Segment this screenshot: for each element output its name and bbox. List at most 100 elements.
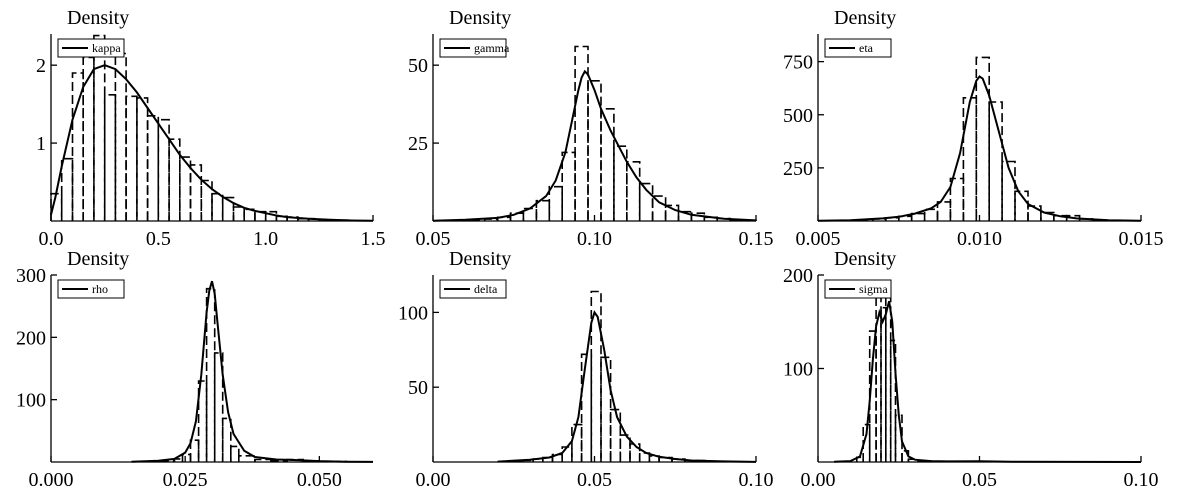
histogram-bar [548, 185, 563, 221]
legend-box [439, 38, 507, 58]
x-tick-label: 0.05 [577, 469, 612, 491]
y-tick-label: 500 [783, 105, 813, 127]
histogram-bar [561, 151, 576, 221]
panel-kappa: 0.0 0.5 1.0 1.5 1 2 Density kappa [36, 7, 386, 250]
density-curve [131, 280, 374, 463]
x-tick-label: 1.5 [361, 228, 386, 250]
histogram-bar [962, 97, 978, 221]
histogram-bar [221, 196, 235, 221]
histogram-bar [136, 97, 149, 221]
x-tick-label: 0.10 [1124, 469, 1159, 491]
y-tick-label: 1 [36, 133, 46, 155]
histogram-bar [82, 56, 95, 221]
legend-label: gamma [474, 41, 510, 55]
x-tick-label: 0.05 [962, 469, 997, 491]
x-tick-label: 0.00 [801, 469, 836, 491]
panel-title: Density [67, 248, 129, 270]
histogram-bar [571, 423, 583, 462]
x-tick-label: 0.5 [146, 228, 171, 250]
histogram-bar [664, 204, 680, 221]
x-tick-label: 0.025 [163, 469, 208, 491]
x-tick-label: 0.10 [739, 469, 774, 491]
density-curve [817, 75, 1142, 222]
y-tick-label: 750 [783, 52, 813, 74]
histogram-bar [157, 118, 170, 221]
legend-box [824, 38, 892, 58]
legend-box [824, 279, 892, 299]
histogram-bar [181, 453, 192, 462]
histogram-bar [60, 157, 74, 221]
y-tick-label: 100 [16, 390, 46, 412]
density-curve [497, 310, 757, 463]
histogram-bar [125, 95, 138, 221]
histogram-bar [600, 356, 612, 462]
x-tick-label: 0.00 [416, 469, 451, 491]
y-tick-label: 200 [783, 265, 813, 287]
histogram-bar [975, 56, 990, 221]
legend-box [57, 279, 125, 299]
y-tick-label: 25 [408, 133, 428, 155]
panel-title: Density [834, 248, 896, 270]
density-curve [50, 64, 374, 222]
panel-rho: 0.000 0.025 0.050 100 200 300 Density rho [16, 248, 374, 491]
histogram-bar [197, 380, 208, 462]
histogram-bar [609, 408, 622, 462]
legend-box [57, 38, 125, 58]
density-curve [432, 69, 757, 222]
histogram-bar [211, 192, 224, 221]
panel-gamma: 0.05 0.10 0.15 25 50 Density gamma [408, 7, 774, 250]
histogram-bar [923, 208, 939, 221]
histogram-bar [205, 287, 216, 462]
panel-title: Density [67, 7, 129, 29]
histogram-bar [221, 417, 232, 462]
y-tick-label: 100 [398, 302, 428, 324]
legend-label: delta [474, 282, 498, 296]
y-tick-label: 2 [36, 55, 46, 77]
histogram-bar [574, 45, 589, 221]
histogram-bar [93, 34, 106, 221]
y-tick-label: 50 [408, 377, 428, 399]
histogram-bar [103, 94, 117, 221]
x-tick-label: 0.0 [39, 228, 64, 250]
y-tick-label: 300 [16, 265, 46, 287]
panel-title: Density [834, 7, 896, 29]
histogram-bar [629, 443, 641, 462]
x-tick-label: 0.10 [577, 228, 612, 250]
histogram-bar [949, 177, 965, 221]
panel-delta: 0.00 0.05 0.10 50 100 Density delta [398, 248, 774, 491]
histogram-bar [213, 352, 224, 462]
histogram-bar [238, 455, 256, 462]
histogram-bar [1027, 205, 1042, 221]
panel-sigma: 0.00 0.05 0.10 100 200 Density sigma [783, 248, 1159, 491]
density-curve [834, 300, 1142, 463]
histogram-bar [561, 446, 573, 462]
histogram-bar [690, 212, 706, 221]
x-tick-label: 1.0 [253, 228, 278, 250]
histogram-bar [189, 439, 200, 462]
histogram-bar [988, 101, 1003, 221]
histogram-bar [880, 306, 887, 462]
histogram-bar [651, 195, 667, 221]
histogram-bar [232, 206, 245, 221]
x-tick-label: 0.005 [796, 228, 841, 250]
y-tick-label: 200 [16, 327, 46, 349]
histogram-bar [684, 459, 709, 462]
legend-label: sigma [859, 282, 888, 296]
histogram-bar [535, 199, 551, 221]
panel-title: Density [449, 7, 511, 29]
panel-title: Density [449, 248, 511, 270]
x-tick-label: 0.050 [297, 469, 342, 491]
histogram-bar [626, 161, 641, 221]
histogram-bar [910, 212, 926, 221]
y-tick-label: 100 [783, 359, 813, 381]
histogram-bar [580, 353, 593, 462]
y-tick-label: 250 [783, 158, 813, 180]
histogram-bar [230, 445, 240, 462]
histogram-bar [600, 108, 615, 221]
x-tick-label: 0.15 [739, 228, 774, 250]
x-tick-label: 0.000 [29, 469, 74, 491]
legend-box [439, 279, 507, 299]
x-tick-label: 0.05 [416, 228, 451, 250]
